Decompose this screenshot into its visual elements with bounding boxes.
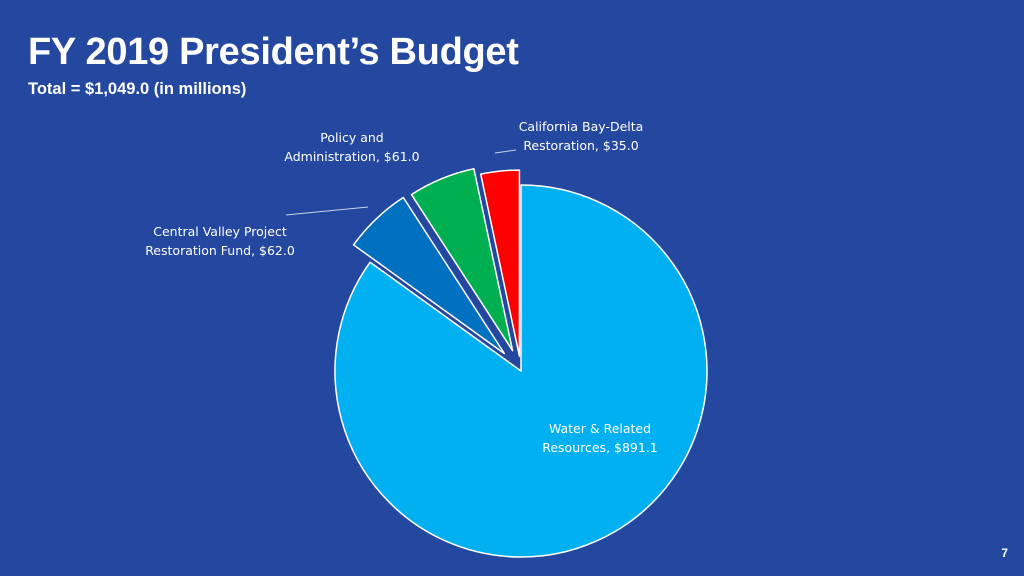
page-number: 7 [1001,546,1008,560]
data-label-water-and-related-resources: Water & Related Resources, $891.1 [542,421,658,455]
slide-title: FY 2019 President’s Budget [28,31,519,73]
data-labels: Water & Related Resources, $891.1 Central … [145,119,658,455]
label-leader-lines [285,149,517,216]
pie-slices [334,167,708,558]
pie-slice-central-valley-project-restoration-fund [352,196,506,355]
leader-line-california-bay-delta-restoration [494,149,517,154]
pie-slice-policy-and-administration [410,167,514,352]
pie-slice-water-and-related-resources [334,184,708,558]
pie-slice-california-bay-delta-restoration [479,169,521,357]
data-label-california-bay-delta-restoration: California Bay-Delta Restoration, $35.0 [519,119,644,153]
slide-subtitle: Total = $1,049.0 (in millions) [28,80,247,98]
data-label-policy-and-administration: Policy and Administration, $61.0 [284,130,419,164]
leader-line-central-valley-project-restoration-fund [285,206,369,216]
data-label-central-valley-project-restoration-fund: Central Valley Project Restoration Fund, … [145,224,295,258]
